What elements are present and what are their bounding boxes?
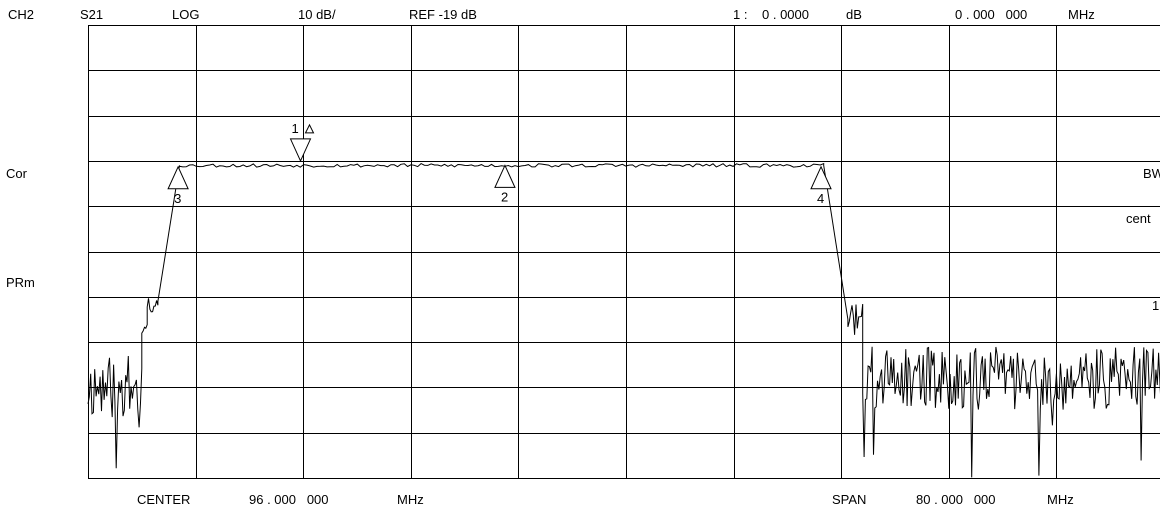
graticule: [88, 25, 1160, 479]
marker-layer: 1 2 3 4: [167, 121, 832, 206]
scale-label: 10 dB/: [298, 7, 336, 22]
span-unit: MHz: [1047, 492, 1074, 507]
span-value: 80 . 000 000: [916, 492, 996, 507]
marker-1-label: 1: [292, 121, 299, 136]
marker-3-label: 3: [174, 191, 181, 206]
marker-one-annotation: 1: [1152, 298, 1159, 313]
channel-label: CH2: [8, 7, 34, 22]
center-frequency-value: 96 . 000 000: [249, 492, 329, 507]
span-label: SPAN: [832, 492, 866, 507]
marker-readout-label: 1 :: [733, 7, 747, 22]
marker-readout-value: 0 . 0000: [762, 7, 809, 22]
format-label: LOG: [172, 7, 199, 22]
marker-4-icon: [810, 165, 832, 190]
center-frequency-unit: MHz: [397, 492, 424, 507]
marker-2-label: 2: [501, 189, 508, 204]
reference-label: REF -19 dB: [409, 7, 477, 22]
parameter-label: S21: [80, 7, 103, 22]
parameter-memory-label: PRm: [6, 275, 35, 290]
marker-1-icon: [289, 138, 312, 163]
correction-label: Cor: [6, 166, 28, 181]
bandwidth-annotation: BW: [1143, 166, 1160, 181]
center-annotation: cent: [1126, 211, 1151, 226]
marker-4-label: 4: [817, 191, 824, 206]
marker-frequency-unit: MHz: [1068, 7, 1095, 22]
s21-trace: [87, 162, 1160, 478]
marker-frequency-value: 0 . 000 000: [955, 7, 1027, 22]
delta-reference-icon: [304, 123, 315, 134]
marker-2-icon: [494, 164, 516, 188]
marker-readout-unit: dB: [846, 7, 862, 22]
marker-3-icon: [167, 165, 189, 190]
center-label: CENTER: [137, 492, 190, 507]
